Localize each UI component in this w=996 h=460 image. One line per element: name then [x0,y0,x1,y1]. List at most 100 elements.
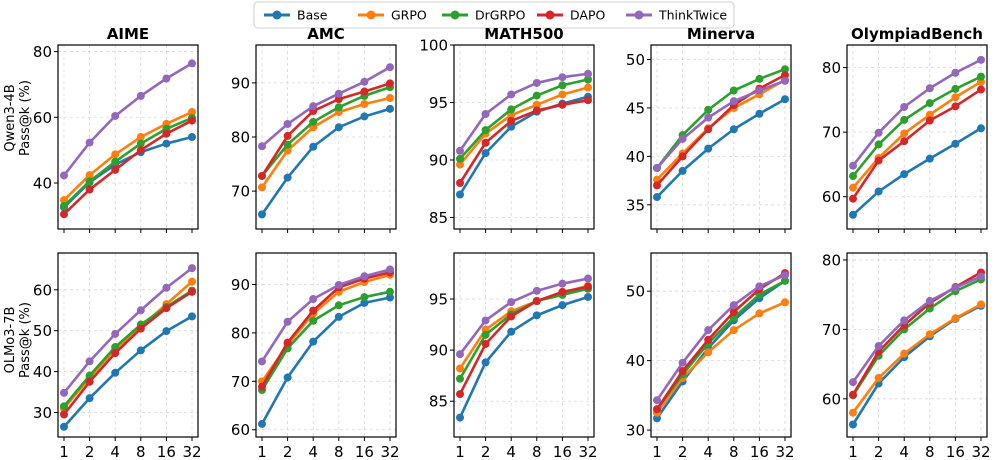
x-tick-label: 2 [283,443,293,460]
data-point [874,373,883,382]
x-tick-label: 8 [532,443,542,460]
data-point [653,396,661,405]
data-point [729,308,738,317]
data-point [188,133,196,141]
data-point [283,338,292,347]
data-point [111,111,120,120]
series-line [852,127,982,216]
x-tick-label: 16 [157,443,176,460]
data-point [584,292,592,301]
series-line [62,290,193,416]
data-point [781,65,789,74]
data-point [849,183,857,192]
y-tick-label: 80 [822,59,841,77]
series-line [260,107,391,216]
data-point [85,357,94,366]
row-label-0: Qwen3-4B Pass@k (%) [3,80,33,156]
data-point [874,342,883,351]
data-point [111,349,120,358]
x-tick-label: 1 [257,443,267,460]
data-point [900,137,909,146]
x-tick-label: 8 [925,443,935,460]
panel-title: MATH500 [484,25,563,43]
x-tick-label: 32 [971,443,990,460]
series-line [458,86,589,166]
panel-r1-c1: 60 70 80 90 1 2 4 8 16 32 [231,252,400,460]
data-point [925,330,934,339]
y-tick-label: 50 [626,51,645,69]
y-tick-label: 100 [419,37,448,55]
data-point [507,327,516,336]
data-point [188,116,196,125]
series-grpo [849,300,985,417]
series-line [851,271,982,396]
data-point [849,161,857,170]
data-point [309,295,318,303]
series-thinktwice [60,59,196,180]
data-point [704,348,713,357]
data-point [162,139,171,148]
legend-label: ThinkTwice [658,8,727,23]
axes-frame [255,252,397,438]
data-point [704,125,713,134]
data-point [283,140,292,149]
data-point [334,301,343,310]
series-line [458,72,589,152]
x-tick-label: 4 [308,443,318,460]
series-line [656,98,786,198]
data-point [258,142,266,151]
data-point [874,128,883,137]
legend-entry-drgrpo: DrGRPO [442,8,526,23]
data-point [85,177,94,186]
data-point [532,100,541,109]
data-point [951,84,960,93]
series-line [62,62,193,177]
data-point [360,272,369,281]
data-point [558,301,567,310]
data-point [781,71,789,80]
y-tick-label: 80 [33,43,52,61]
x-tick-label: 1 [848,443,858,460]
data-point [977,72,985,81]
y-tick-label: 70 [822,321,841,339]
data-point [977,55,985,64]
data-point [704,105,713,114]
data-point [951,93,960,102]
y-tick-label: 35 [626,196,645,214]
legend-label: DrGRPO [475,8,526,23]
data-point [309,117,318,126]
series-line [458,285,589,395]
data-point [456,190,464,199]
x-tick-label: 8 [136,443,146,460]
data-point [584,274,592,283]
data-point [60,171,68,180]
series-line [655,272,786,410]
series-base [258,104,394,219]
data-point [678,134,687,143]
data-point [188,312,196,321]
panels: 406080AIME708090AMC859095100MATH50035404… [33,25,991,460]
series-line [63,110,193,202]
data-point [507,90,516,99]
data-point [456,179,464,187]
data-point [162,283,171,292]
data-point [704,326,713,335]
y-tick-label: 40 [33,175,52,193]
data-point [136,346,145,355]
data-point [900,316,909,325]
data-point [111,343,120,352]
data-point [334,103,343,112]
x-tick-label: 1 [455,443,465,460]
series-line [655,279,786,419]
data-point [386,63,394,72]
y-tick-label: 50 [33,322,52,340]
data-point [729,125,738,134]
x-tick-label: 32 [775,443,794,460]
y-tick-label: 60 [822,188,841,206]
data-point [386,287,394,296]
row-label-model: OLMo3-7B [3,307,18,374]
y-tick-label: 80 [231,324,250,342]
y-tick-label: 95 [429,291,448,309]
x-tick-label: 16 [750,443,769,460]
data-point [386,265,394,274]
